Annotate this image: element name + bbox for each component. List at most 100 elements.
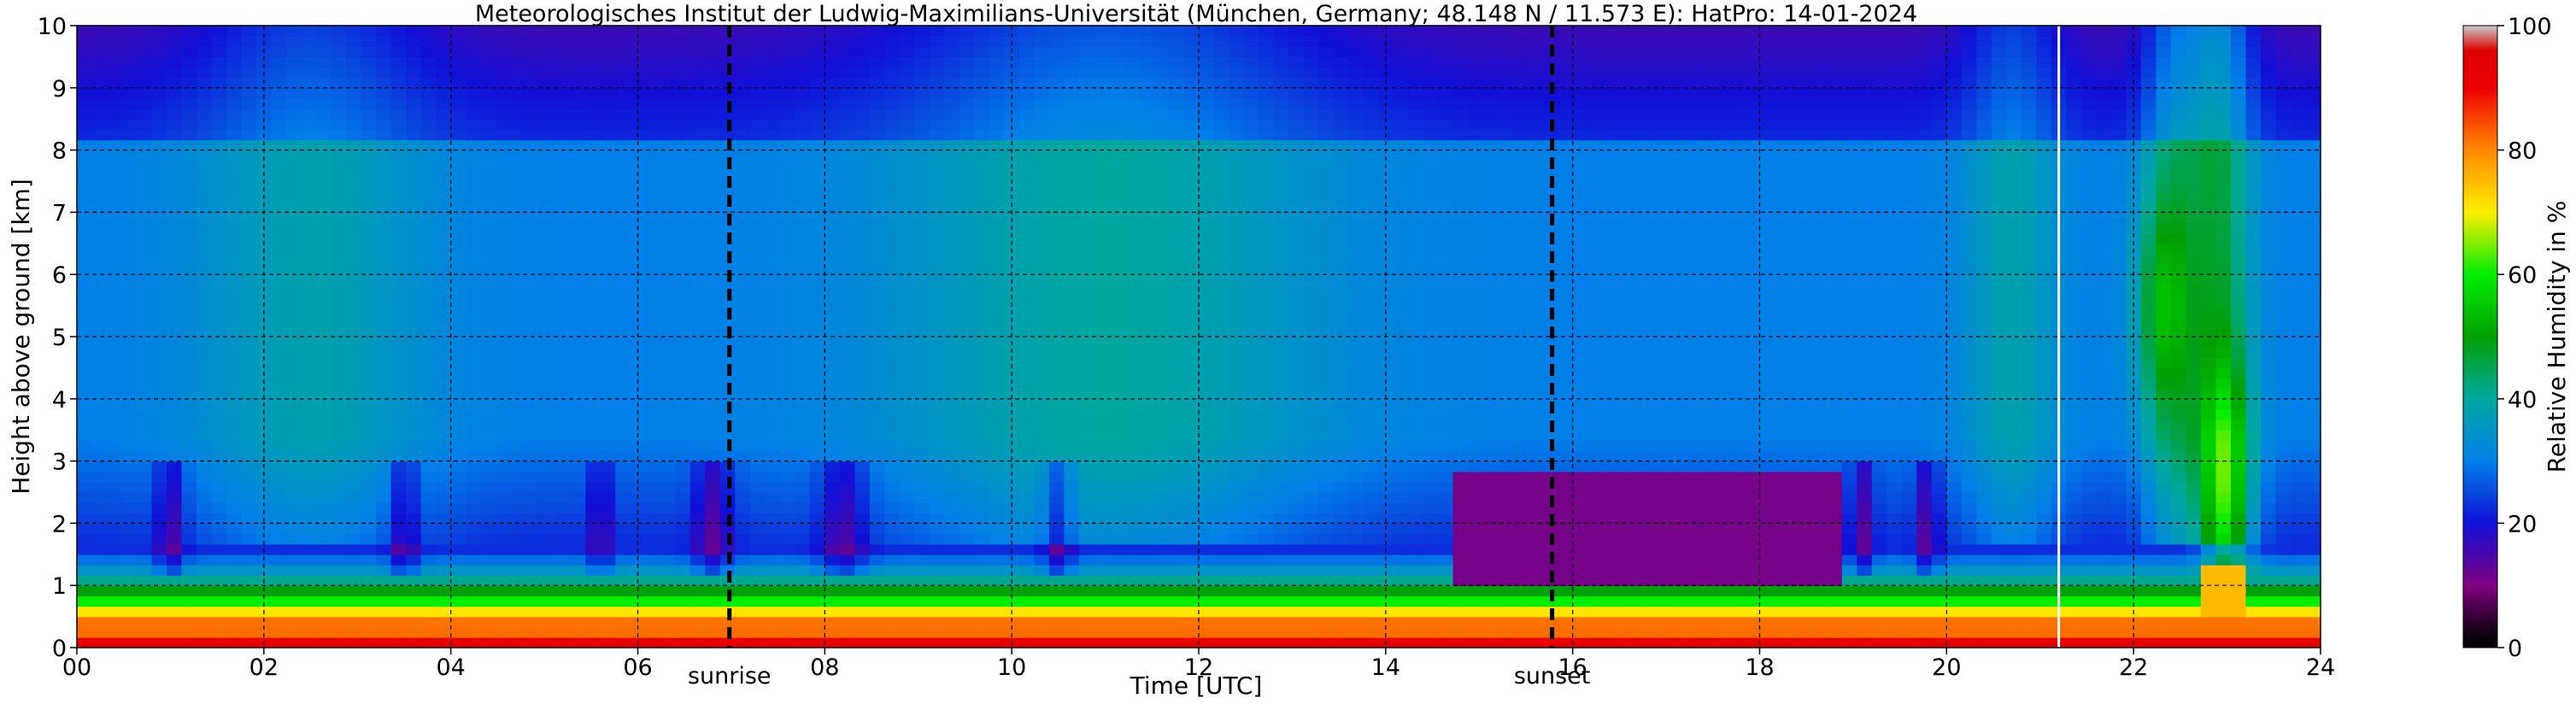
heatmap-cell (420, 202, 437, 214)
heatmap-cell (496, 388, 512, 400)
heatmap-cell (914, 543, 930, 555)
heatmap-cell (1018, 347, 1036, 358)
heatmap-cell (1094, 46, 1110, 58)
heatmap-cell (854, 523, 871, 535)
heatmap-cell (1273, 26, 1289, 37)
heatmap-cell (944, 202, 960, 214)
heatmap-cell (914, 139, 930, 151)
heatmap-cell (406, 285, 422, 296)
heatmap-cell (944, 305, 960, 317)
heatmap-cell (974, 564, 990, 576)
heatmap-cell (854, 87, 871, 99)
heatmap-cell (1303, 408, 1319, 420)
heatmap-cell (779, 315, 796, 327)
heatmap-cell (1153, 450, 1170, 462)
heatmap-cell (436, 575, 452, 586)
heatmap-cell (869, 295, 886, 307)
heatmap-cell (779, 450, 796, 462)
heatmap-cell (346, 222, 362, 234)
heatmap-cell (1288, 408, 1305, 420)
heatmap-cell (137, 357, 153, 369)
heatmap-cell (555, 337, 572, 348)
heatmap-cell (1048, 212, 1065, 224)
heatmap-cell (869, 139, 886, 151)
heatmap-cell (331, 357, 347, 369)
heatmap-cell (77, 264, 93, 275)
heatmap-cell (779, 285, 796, 296)
heatmap-cell (779, 378, 796, 390)
heatmap-cell (361, 170, 377, 182)
heatmap-cell (809, 388, 826, 400)
heatmap-cell (989, 97, 1006, 109)
heatmap-cell (91, 36, 108, 47)
heatmap-cell (839, 77, 856, 89)
heatmap-cell (959, 419, 976, 431)
heatmap-cell (735, 181, 751, 192)
heatmap-cell (749, 264, 766, 275)
heatmap-cell (540, 585, 556, 597)
heatmap-cell (107, 450, 123, 462)
heatmap-cell (899, 637, 916, 648)
heatmap-cell (241, 450, 257, 462)
heatmap-cell (450, 305, 466, 317)
heatmap-cell (510, 274, 526, 286)
heatmap-cell (824, 67, 841, 79)
heatmap-cell (869, 67, 886, 79)
heatmap-cell (854, 212, 871, 224)
heatmap-cell (675, 471, 691, 483)
heatmap-cell (361, 357, 377, 369)
heatmap-cell (839, 408, 856, 420)
heatmap-cell (346, 461, 362, 472)
heatmap-cell (809, 337, 826, 348)
heatmap-cell (944, 408, 960, 420)
heatmap-cell (765, 139, 781, 151)
heatmap-cell (137, 595, 153, 607)
heatmap-cell (406, 222, 422, 234)
heatmap-cell (1004, 326, 1020, 337)
heatmap-cell (630, 626, 646, 638)
heatmap-cell (705, 637, 721, 648)
heatmap-cell (1109, 119, 1125, 131)
heatmap-cell (107, 129, 123, 141)
heatmap-cell (630, 202, 646, 214)
heatmap-cell (1259, 513, 1275, 525)
heatmap-cell (331, 315, 347, 327)
heatmap-cell (675, 129, 691, 141)
heatmap-cell (839, 36, 856, 47)
heatmap-cell (151, 533, 167, 545)
heatmap-cell (779, 295, 796, 307)
heatmap-cell (510, 471, 526, 483)
heatmap-cell (1213, 450, 1229, 462)
heatmap-cell (1169, 170, 1185, 182)
heatmap-cell (450, 139, 466, 151)
heatmap-cell (466, 97, 482, 109)
heatmap-cell (1288, 626, 1305, 638)
heatmap-cell (765, 274, 781, 286)
heatmap-cell (241, 295, 257, 307)
heatmap-cell (1078, 523, 1095, 535)
heatmap-cell (361, 398, 377, 410)
heatmap-cell (914, 357, 930, 369)
heatmap-cell (151, 202, 167, 214)
heatmap-cell (1048, 36, 1065, 47)
heatmap-cell (151, 232, 167, 244)
heatmap-cell (301, 56, 317, 68)
heatmap-cell (107, 378, 123, 390)
heatmap-cell (91, 554, 108, 566)
heatmap-cell (809, 564, 826, 576)
heatmap-cell (615, 150, 631, 161)
heatmap-cell (959, 315, 976, 327)
heatmap-cell (390, 564, 407, 576)
heatmap-cell (301, 585, 317, 597)
heatmap-cell (496, 419, 512, 431)
heatmap-cell (809, 326, 826, 337)
heatmap-cell (570, 170, 586, 182)
heatmap-cell (944, 253, 960, 265)
heatmap-cell (570, 337, 586, 348)
heatmap-cell (271, 585, 287, 597)
heatmap-cell (1243, 326, 1259, 337)
heatmap-cell (779, 408, 796, 420)
heatmap-cell (77, 191, 93, 202)
heatmap-cell (436, 513, 452, 525)
heatmap-cell (869, 109, 886, 120)
